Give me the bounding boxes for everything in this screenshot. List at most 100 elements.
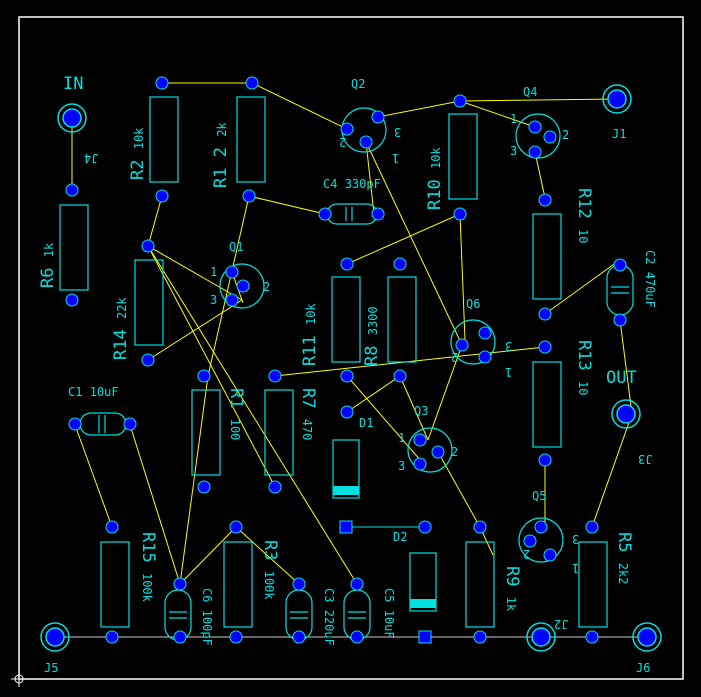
q6-pin1: 1 (505, 365, 513, 379)
r7-body (264, 389, 294, 476)
c3-value: 220uF (322, 609, 336, 646)
r3-ref: R3 (260, 540, 280, 561)
q2-pin3: 3 (394, 125, 402, 139)
c4-ref: C4 (323, 177, 338, 191)
q6-pin2: 2 (451, 350, 459, 364)
r6-label: R6 1k (38, 242, 58, 288)
q2-pin2: 2 (339, 135, 347, 149)
q3-outline (407, 427, 453, 473)
q1-outline (219, 263, 265, 309)
r12-ref: R1 2 (211, 147, 231, 188)
q5-label: Q5 (532, 489, 547, 503)
r12b-body (532, 213, 562, 300)
q1-label: Q1 (229, 240, 244, 254)
c2-body (606, 264, 634, 316)
r14-value: 22k (115, 297, 129, 320)
r7-value: 470 (300, 418, 314, 441)
j1-label: J1 (612, 127, 627, 141)
r15-value: 100k (140, 572, 154, 602)
r10-body (448, 113, 478, 200)
r15-ref: R15 (138, 532, 158, 563)
r13-label: R13 10 (574, 340, 594, 396)
d1-square-pad (339, 520, 353, 534)
q5-pin3: 3 (572, 532, 580, 546)
c4-label: C4 330pF (323, 178, 381, 190)
r10-label: R10 10k (425, 147, 445, 210)
q4-pin1: 1 (510, 112, 518, 126)
j6-label: J6 (636, 661, 651, 675)
q3-label: Q3 (414, 404, 429, 418)
r9-ref: R9 (502, 566, 522, 587)
r5-value: 2k2 (616, 562, 630, 585)
r15-label: R15 100k (138, 532, 158, 602)
r8-label: R8 3300 (362, 306, 382, 366)
r12b-ref: R12 (574, 188, 594, 219)
q1-pin3: 3 (210, 293, 218, 307)
d1-label: D1 (359, 416, 374, 430)
d2-body (409, 552, 437, 612)
d2-label: D2 (393, 530, 408, 544)
q4-pin3: 3 (510, 144, 518, 158)
r3-label: R3 100k (260, 540, 280, 600)
r2-body (149, 96, 179, 183)
c1-body (79, 412, 127, 436)
j5-label: J5 (44, 661, 59, 675)
r11-ref: R11 (300, 335, 320, 366)
r6-value: 1k (42, 242, 56, 258)
r9-body (465, 541, 495, 628)
r2-label: R2 10k (128, 127, 148, 180)
q4-pin2: 2 (562, 128, 570, 142)
r1-ref: R1 (226, 388, 246, 409)
r13-body (532, 361, 562, 448)
q3-pin1: 1 (398, 431, 406, 445)
c6-label: C6 100pF (200, 588, 214, 646)
c1-label: C1 10uF (68, 386, 119, 398)
c2-ref: C2 (643, 250, 657, 265)
r12-value: 2k (215, 122, 229, 137)
d1-body (332, 439, 360, 499)
q6-label: Q6 (466, 297, 481, 311)
q1-pin1: 1 (210, 265, 218, 279)
r9-label: R9 1k (502, 566, 522, 612)
q2-pin1: 1 (392, 151, 400, 165)
r13-ref: R13 (574, 340, 594, 371)
r14-body (134, 259, 164, 346)
q2-label: Q2 (351, 77, 366, 91)
board-outline (18, 16, 684, 680)
j4-label: J4 (84, 151, 99, 165)
out-label: OUT (606, 368, 637, 388)
r12b-value: 10 (576, 228, 590, 244)
q5-pin2: 2 (523, 547, 531, 561)
r8-ref: R8 (362, 345, 382, 366)
r12-label: R1 2 2k (211, 122, 231, 188)
r14-ref: R14 (111, 329, 131, 360)
q6-outline (450, 319, 496, 365)
r11-label: R11 10k (300, 303, 320, 366)
d1-band (333, 486, 359, 495)
q5-pin1: 1 (572, 561, 580, 575)
r6-ref: R6 (38, 267, 58, 288)
q6-pin3: 3 (505, 339, 513, 353)
c3-label: C3 220uF (322, 588, 336, 646)
r10-value: 10k (429, 147, 443, 170)
j2-label: J2 (554, 617, 569, 631)
r2-value: 10k (132, 127, 146, 150)
origin-marker (11, 671, 27, 687)
d2-square-pad (418, 630, 432, 644)
r2-ref: R2 (128, 159, 148, 180)
r12-body (236, 96, 266, 183)
q1-pin2: 2 (263, 280, 271, 294)
q3-pin2: 2 (451, 445, 459, 459)
r1-value: 100 (228, 418, 242, 441)
connector-pads (40, 84, 662, 652)
r8-body (387, 276, 417, 363)
r9-value: 1k (504, 596, 518, 612)
r15-body (100, 541, 130, 628)
r1-label: R1 100 (226, 388, 246, 441)
q4-outline (515, 113, 561, 159)
r12b-label: R12 10 (574, 188, 594, 244)
r13-value: 10 (576, 380, 590, 396)
r5-ref: R5 (614, 532, 634, 553)
r14-label: R14 22k (111, 297, 131, 360)
silkscreen-layer (59, 96, 634, 641)
